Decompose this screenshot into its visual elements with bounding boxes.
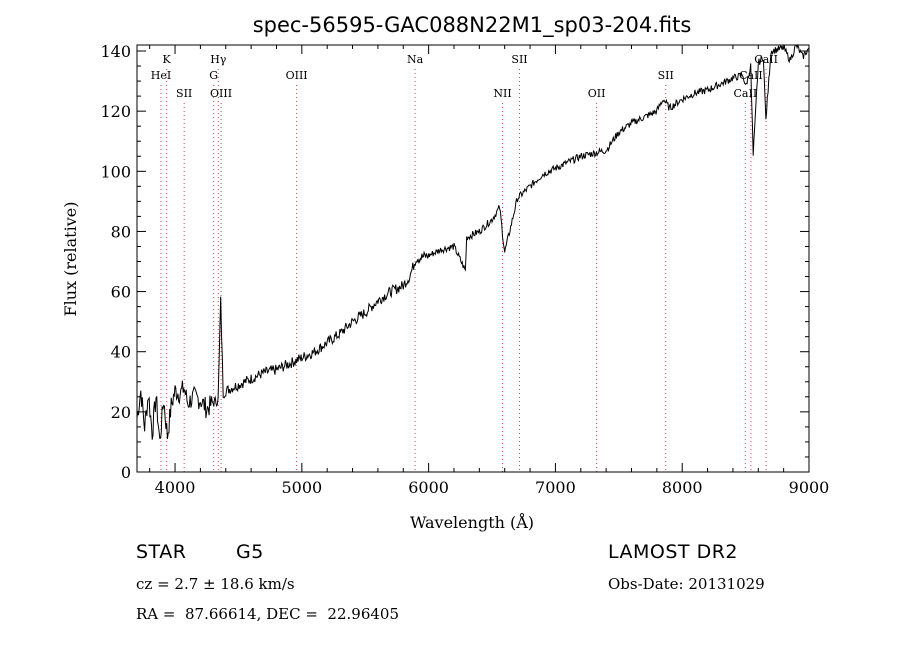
spectral-line-label: Hγ [210, 53, 227, 66]
y-tick-label: 100 [100, 162, 131, 181]
x-tick-label: 4000 [155, 478, 196, 497]
spectral-line-label: OII [588, 87, 606, 100]
axes: 4000 5000 6000 7000 8000 9000 0 20 40 60 80 100 120 1… [100, 42, 829, 497]
spectral-line-label: SII [176, 87, 192, 100]
x-tick-label: 8000 [662, 478, 703, 497]
y-tick-label: 140 [100, 42, 131, 61]
survey-name: LAMOST DR2 [608, 541, 738, 563]
y-tick-label: 0 [121, 463, 131, 482]
spectral-line-markers: HeIKSIIGHγOIIIOIIINaNIISIIOIISIICaIICaII… [151, 53, 778, 472]
x-tick-label: 7000 [535, 478, 576, 497]
object-subclass: G5 [236, 541, 264, 563]
x-tick-label: 6000 [408, 478, 449, 497]
y-tick-label: 120 [100, 102, 131, 121]
y-tick-label: 80 [111, 222, 131, 241]
object-class: STAR [136, 541, 187, 563]
x-tick-label: 5000 [281, 478, 322, 497]
spectral-line-label: OIII [210, 87, 232, 100]
y-tick-label: 40 [111, 343, 131, 362]
spectral-line-label: OIII [286, 69, 308, 82]
chart-title: spec-56595-GAC088N22M1_sp03-204.fits [253, 13, 692, 38]
redshift-readout: cz = 2.7 ± 18.6 km/s [136, 575, 295, 593]
y-tick-label: 60 [111, 283, 131, 302]
x-axis-label: Wavelength (Å) [410, 512, 534, 532]
spectral-line-label: CaII [734, 87, 758, 100]
spectral-line-label: G [209, 69, 218, 82]
spectral-line-label: HeI [151, 69, 171, 82]
spectral-line-label: Na [407, 53, 424, 66]
spectral-line-label: SII [511, 53, 527, 66]
y-axis-label: Flux (relative) [61, 202, 80, 317]
plot-frame [136, 44, 810, 473]
y-tick-label: 20 [111, 403, 131, 422]
spectral-line-label: NII [493, 87, 511, 100]
spectral-line-label: K [163, 53, 172, 66]
obs-date: Obs-Date: 20131029 [608, 575, 765, 593]
coordinates: RA = 87.66614, DEC = 22.96405 [136, 605, 400, 623]
spectrum-line [136, 43, 810, 440]
spectral-line-label: SII [658, 69, 674, 82]
x-tick-label: 9000 [789, 478, 830, 497]
